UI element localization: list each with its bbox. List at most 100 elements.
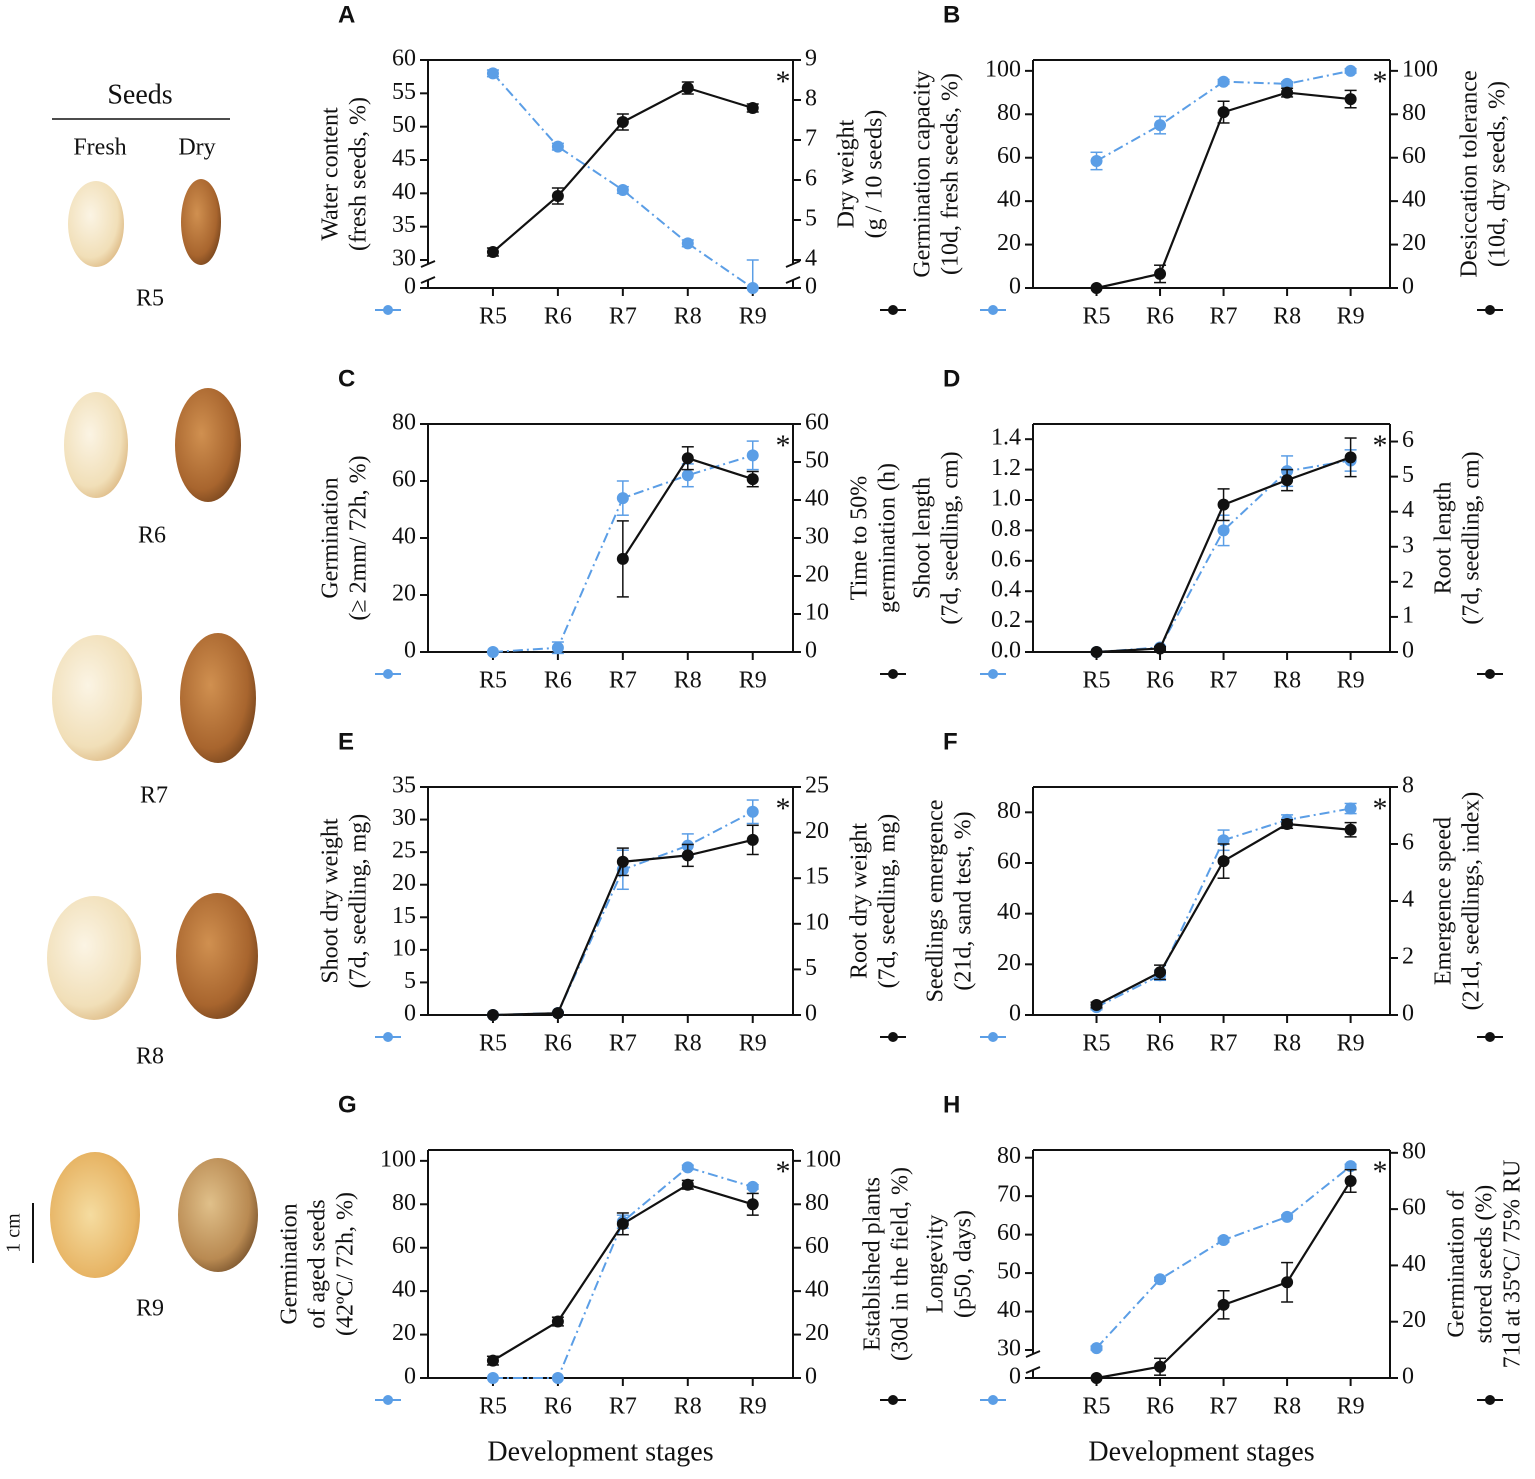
y2-tick-label: 0 [805, 274, 817, 300]
data-point [1281, 474, 1294, 487]
fresh-seed [52, 635, 142, 761]
legend-marker [383, 669, 393, 679]
y-axis-label: (fresh seeds, %) [346, 97, 372, 251]
y2-tick-label: 60 [1402, 143, 1426, 169]
data-point [681, 237, 694, 250]
legend-marker [383, 1032, 393, 1042]
y2-axis-label: Established plants [860, 1177, 886, 1351]
legend-marker [1485, 305, 1495, 315]
data-point [1154, 966, 1167, 979]
series-line [492, 72, 754, 289]
y2-axis-label: Root length [1431, 482, 1457, 595]
x-tick-label: R6 [1146, 1031, 1174, 1057]
data-point [746, 1198, 759, 1211]
stage-label: R9 [136, 1296, 164, 1322]
panel-label: C [338, 365, 355, 392]
data-point [681, 469, 694, 482]
y-tick-label: 0.8 [991, 516, 1021, 542]
x-tick-label: R9 [1337, 304, 1365, 330]
legend-marker [988, 305, 998, 315]
y-tick-label: 60 [392, 467, 416, 493]
annotation: * [1373, 429, 1388, 462]
y-tick-label: 50 [392, 112, 416, 138]
panel-label: G [338, 1091, 357, 1118]
y-axis-label: (7d, seedling, cm) [938, 451, 964, 624]
y2-axis-label: 71d at 35ºC/ 75% RU [1500, 1160, 1526, 1369]
y2-axis-label: (g / 10 seeds) [862, 110, 888, 239]
x-tick-label: R6 [544, 1394, 572, 1420]
y-axis-label: (10d, fresh seeds, %) [938, 73, 964, 275]
y-tick-label: 0 [404, 274, 416, 300]
data-point [681, 1161, 694, 1174]
y2-tick-label: 8 [1402, 773, 1414, 799]
data-point [1344, 823, 1357, 836]
y-axis-label: (21d, sand test, %) [951, 811, 977, 990]
y2-tick-label: 40 [1402, 1251, 1426, 1277]
legend-marker [888, 669, 898, 679]
y-tick-label: 0 [1009, 274, 1021, 300]
y-tick-label: 100 [985, 56, 1021, 82]
data-point [616, 855, 629, 868]
x-tick-label: R5 [479, 1031, 507, 1057]
y-axis-label: (≥ 2mm/ 72h, %) [346, 455, 372, 620]
y-tick-label: 20 [392, 870, 416, 896]
legend-marker [988, 669, 998, 679]
y2-tick-label: 2 [1402, 944, 1414, 970]
data-point [551, 1372, 564, 1384]
x-tick-label: R7 [1210, 1031, 1238, 1057]
data-point [486, 246, 499, 258]
data-point [1217, 855, 1230, 868]
y2-axis-label: Germination of [1444, 1190, 1470, 1337]
y2-axis-label: (30d in the field, %) [888, 1167, 914, 1361]
y2-tick-label: 5 [805, 955, 817, 981]
y2-tick-label: 20 [1402, 1307, 1426, 1333]
y2-tick-label: 80 [1402, 100, 1426, 126]
y2-tick-label: 4 [1402, 887, 1414, 913]
seeds-panel: Seeds Fresh Dry R5 R6 R7 R8 R9 1 cm [3, 79, 258, 1322]
stage-label: R6 [138, 523, 166, 549]
data-point [681, 82, 694, 94]
y-axis-label: of aged seeds [305, 1199, 331, 1328]
y2-tick-label: 0 [805, 638, 817, 664]
legend-marker [888, 1032, 898, 1042]
legend-marker [1485, 1395, 1495, 1405]
series-line [1096, 456, 1351, 654]
data-point [1344, 1174, 1357, 1187]
y2-tick-label: 0 [1402, 274, 1414, 300]
y-tick-label: 20 [392, 1320, 416, 1346]
y2-tick-label: 2 [1402, 567, 1414, 593]
data-point [746, 473, 759, 486]
y2-tick-label: 100 [805, 1146, 841, 1172]
data-point [746, 449, 759, 462]
y2-tick-label: 20 [805, 818, 829, 844]
y2-tick-label: 60 [805, 410, 829, 436]
x-tick-label: R9 [739, 1394, 767, 1420]
y2-tick-label: 10 [805, 909, 829, 935]
legend-marker [383, 305, 393, 315]
data-point [551, 190, 564, 202]
x-tick-label: R8 [1273, 1394, 1301, 1420]
data-point [1090, 282, 1103, 294]
annotation: * [776, 429, 791, 462]
dry-seed [176, 893, 258, 1019]
y-tick-label: 45 [392, 146, 416, 172]
x-tick-label: R5 [479, 1394, 507, 1420]
y-axis-label: Shoot dry weight [318, 818, 344, 984]
data-point [486, 67, 499, 80]
x-tick-label: R8 [674, 304, 702, 330]
annotation: * [1373, 792, 1388, 825]
y2-tick-label: 100 [1402, 56, 1438, 82]
y-tick-label: 70 [997, 1182, 1021, 1208]
data-point [551, 641, 564, 654]
data-point [746, 805, 759, 818]
data-point [746, 833, 759, 846]
y2-tick-label: 6 [1402, 427, 1414, 453]
data-point [1344, 93, 1357, 106]
y-tick-label: 0.4 [991, 577, 1021, 603]
data-point [1217, 75, 1230, 88]
x-tick-label: R9 [1337, 668, 1365, 694]
data-point [746, 1180, 759, 1193]
y2-axis-label: (7d, seedling, cm) [1459, 451, 1485, 624]
y-tick-label: 0 [404, 638, 416, 664]
